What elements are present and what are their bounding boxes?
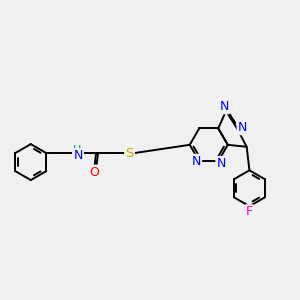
Text: N: N bbox=[216, 157, 226, 170]
Text: S: S bbox=[125, 147, 134, 160]
Text: H: H bbox=[73, 145, 82, 155]
Text: F: F bbox=[246, 205, 253, 218]
Text: H: H bbox=[73, 144, 82, 154]
Text: N: N bbox=[192, 155, 201, 168]
Text: N: N bbox=[220, 100, 229, 113]
Text: N: N bbox=[238, 121, 247, 134]
Text: N: N bbox=[74, 149, 83, 162]
Text: O: O bbox=[89, 166, 99, 179]
Text: O: O bbox=[89, 166, 99, 178]
Text: N: N bbox=[74, 149, 83, 162]
Text: S: S bbox=[125, 147, 134, 160]
